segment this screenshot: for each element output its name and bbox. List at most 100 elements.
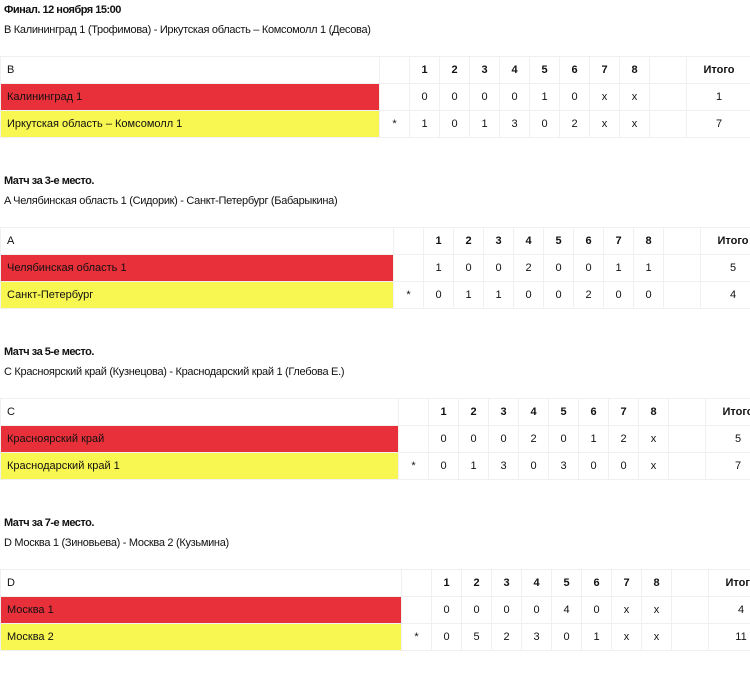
group-label: B <box>1 57 380 84</box>
match-subtitle: D Москва 1 (Зиновьева) - Москва 2 (Кузьм… <box>4 537 229 549</box>
total-header: Итого <box>687 57 750 84</box>
round-score: 1 <box>410 111 440 138</box>
round-header: 8 <box>639 399 669 426</box>
round-score: 0 <box>530 111 560 138</box>
round-score: 0 <box>440 111 470 138</box>
star-header <box>399 399 429 426</box>
round-score: 0 <box>604 282 634 309</box>
spacer-cell <box>669 399 706 426</box>
round-header: 5 <box>544 228 574 255</box>
round-score: 0 <box>440 84 470 111</box>
round-header: 4 <box>522 570 552 597</box>
round-header: 5 <box>549 399 579 426</box>
star-header <box>394 228 424 255</box>
round-score: 0 <box>454 255 484 282</box>
match-title: Финал. 12 ноября 15:00 <box>4 4 121 16</box>
round-header: 3 <box>489 399 519 426</box>
spacer-cell <box>664 228 701 255</box>
round-score: 2 <box>560 111 590 138</box>
round-header: 7 <box>604 228 634 255</box>
hammer-marker: * <box>399 453 429 480</box>
round-score: 1 <box>470 111 500 138</box>
total-score: 1 <box>687 84 750 111</box>
round-header: 6 <box>574 228 604 255</box>
round-score: 0 <box>462 597 492 624</box>
round-header: 4 <box>519 399 549 426</box>
round-score: 0 <box>470 84 500 111</box>
hammer-marker: * <box>402 624 432 651</box>
team-name: Москва 2 <box>1 624 402 651</box>
group-label: A <box>1 228 394 255</box>
total-score: 7 <box>706 453 750 480</box>
match-title: Матч за 5-е место. <box>4 346 94 358</box>
round-score: x <box>590 111 620 138</box>
spacer-cell <box>669 426 706 453</box>
match-section: Матч за 5-е место. C Красноярский край (… <box>0 342 750 513</box>
round-header: 7 <box>612 570 642 597</box>
round-score: 1 <box>634 255 664 282</box>
round-score: 0 <box>560 84 590 111</box>
hammer-marker: * <box>380 111 410 138</box>
round-header: 8 <box>642 570 672 597</box>
round-score: x <box>639 426 669 453</box>
spacer-cell <box>672 624 709 651</box>
round-score: 1 <box>459 453 489 480</box>
round-score: x <box>639 453 669 480</box>
round-score: 1 <box>579 426 609 453</box>
round-score: 0 <box>574 255 604 282</box>
spacer-cell <box>664 255 701 282</box>
match-title: Матч за 3-е место. <box>4 175 94 187</box>
round-header: 2 <box>462 570 492 597</box>
hammer-marker <box>380 84 410 111</box>
round-score: 0 <box>429 453 459 480</box>
round-score: x <box>612 624 642 651</box>
round-header: 7 <box>590 57 620 84</box>
round-score: 2 <box>609 426 639 453</box>
round-score: 0 <box>492 597 522 624</box>
round-score: 2 <box>492 624 522 651</box>
match-section: Матч за 7-е место. D Москва 1 (Зиновьева… <box>0 513 750 684</box>
team-name: Калининград 1 <box>1 84 380 111</box>
spacer-cell <box>672 570 709 597</box>
round-score: 0 <box>552 624 582 651</box>
round-score: 1 <box>530 84 560 111</box>
total-header: Итого <box>706 399 750 426</box>
team-name: Москва 1 <box>1 597 402 624</box>
round-score: 1 <box>454 282 484 309</box>
round-score: 0 <box>459 426 489 453</box>
round-header: 5 <box>552 570 582 597</box>
round-header: 8 <box>620 57 650 84</box>
round-header: 6 <box>582 570 612 597</box>
hammer-marker <box>399 426 429 453</box>
spacer-cell <box>650 57 687 84</box>
round-header: 6 <box>579 399 609 426</box>
round-header: 3 <box>470 57 500 84</box>
round-score: 4 <box>552 597 582 624</box>
round-header: 3 <box>492 570 522 597</box>
round-score: 2 <box>514 255 544 282</box>
round-header: 6 <box>560 57 590 84</box>
round-score: x <box>620 111 650 138</box>
hammer-marker <box>402 597 432 624</box>
spacer-cell <box>650 111 687 138</box>
round-score: 0 <box>432 624 462 651</box>
round-score: 0 <box>582 597 612 624</box>
round-header: 1 <box>432 570 462 597</box>
round-score: 0 <box>634 282 664 309</box>
group-label: D <box>1 570 402 597</box>
round-header: 1 <box>429 399 459 426</box>
total-header: Итого <box>701 228 750 255</box>
round-score: 0 <box>544 282 574 309</box>
